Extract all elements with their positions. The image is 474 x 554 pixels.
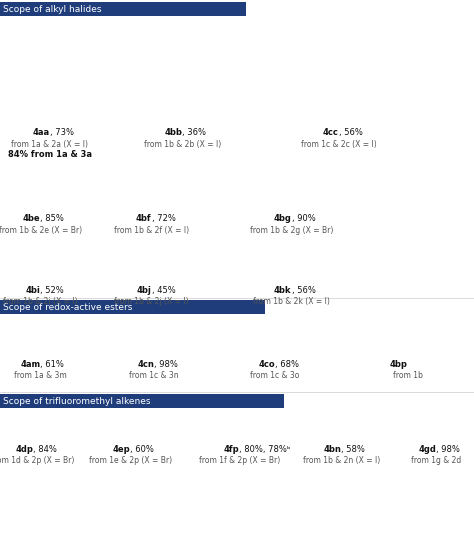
Text: , 56%: , 56% <box>339 128 363 137</box>
Text: 4bi: 4bi <box>26 286 40 295</box>
Text: from 1g & 2d: from 1g & 2d <box>411 456 461 465</box>
Text: Scope of trifluoromethyl alkenes: Scope of trifluoromethyl alkenes <box>3 397 151 406</box>
Text: from 1a & 3m: from 1a & 3m <box>14 371 67 380</box>
Text: 4aa: 4aa <box>33 128 50 137</box>
Text: , 80%, 78%ᵇ: , 80%, 78%ᵇ <box>239 445 291 454</box>
Text: 4co: 4co <box>258 360 275 369</box>
Text: 4bj: 4bj <box>137 286 152 295</box>
Text: from 1b & 2e (X = Br): from 1b & 2e (X = Br) <box>0 226 82 235</box>
Text: , 98%: , 98% <box>436 445 460 454</box>
Text: 4bf: 4bf <box>136 214 152 223</box>
Text: , 73%: , 73% <box>50 128 74 137</box>
Text: from 1f & 2p (X = Br): from 1f & 2p (X = Br) <box>199 456 280 465</box>
Text: 4bp: 4bp <box>390 360 408 369</box>
FancyBboxPatch shape <box>0 300 265 314</box>
Text: , 98%: , 98% <box>154 360 178 369</box>
Text: 4gd: 4gd <box>418 445 436 454</box>
Text: 4bg: 4bg <box>273 214 292 223</box>
Text: 4be: 4be <box>23 214 40 223</box>
Text: , 90%: , 90% <box>292 214 315 223</box>
Text: 4am: 4am <box>20 360 40 369</box>
Text: , 52%: , 52% <box>40 286 64 295</box>
Text: from 1b & 2n (X = I): from 1b & 2n (X = I) <box>303 456 380 465</box>
Text: , 85%: , 85% <box>40 214 64 223</box>
Text: , 36%: , 36% <box>182 128 207 137</box>
Text: , 45%: , 45% <box>152 286 175 295</box>
Text: from 1b: from 1b <box>392 371 423 380</box>
Text: , 68%: , 68% <box>275 360 299 369</box>
FancyBboxPatch shape <box>0 394 284 408</box>
Text: from 1b & 2j (X = I): from 1b & 2j (X = I) <box>114 297 189 306</box>
Text: , 56%: , 56% <box>292 286 315 295</box>
Text: , 58%: , 58% <box>341 445 365 454</box>
Text: 4cn: 4cn <box>137 360 154 369</box>
Text: 4bb: 4bb <box>164 128 182 137</box>
Text: 4cc: 4cc <box>323 128 339 137</box>
Text: 4bn: 4bn <box>323 445 341 454</box>
Text: 4dp: 4dp <box>15 445 33 454</box>
Text: from 1c & 2c (X = I): from 1c & 2c (X = I) <box>301 140 377 149</box>
Text: 4fp: 4fp <box>224 445 239 454</box>
Text: 84% from 1a & 3a: 84% from 1a & 3a <box>8 150 92 159</box>
Text: from 1d & 2p (X = Br): from 1d & 2p (X = Br) <box>0 456 75 465</box>
Text: from 1b & 2g (X = Br): from 1b & 2g (X = Br) <box>250 226 333 235</box>
Text: , 61%: , 61% <box>40 360 64 369</box>
Text: from 1a & 2a (X = I): from 1a & 2a (X = I) <box>11 140 88 149</box>
Text: from 1b & 2k (X = I): from 1b & 2k (X = I) <box>253 297 330 306</box>
Text: from 1c & 3o: from 1c & 3o <box>250 371 300 380</box>
Text: Scope of alkyl halides: Scope of alkyl halides <box>3 4 101 13</box>
Text: from 1b & 2f (X = I): from 1b & 2f (X = I) <box>114 226 189 235</box>
Text: from 1b & 2b (X = I): from 1b & 2b (X = I) <box>144 140 221 149</box>
Text: from 1e & 2p (X = Br): from 1e & 2p (X = Br) <box>89 456 172 465</box>
Text: , 72%: , 72% <box>152 214 175 223</box>
Text: , 84%: , 84% <box>33 445 57 454</box>
Text: from 1c & 3n: from 1c & 3n <box>129 371 179 380</box>
Text: Scope of redox-active esters: Scope of redox-active esters <box>3 302 132 311</box>
Text: 4ep: 4ep <box>113 445 130 454</box>
Text: from 1b & 2i (X = I): from 1b & 2i (X = I) <box>3 297 78 306</box>
Text: 4bk: 4bk <box>274 286 292 295</box>
Text: , 60%: , 60% <box>130 445 154 454</box>
FancyBboxPatch shape <box>0 2 246 16</box>
